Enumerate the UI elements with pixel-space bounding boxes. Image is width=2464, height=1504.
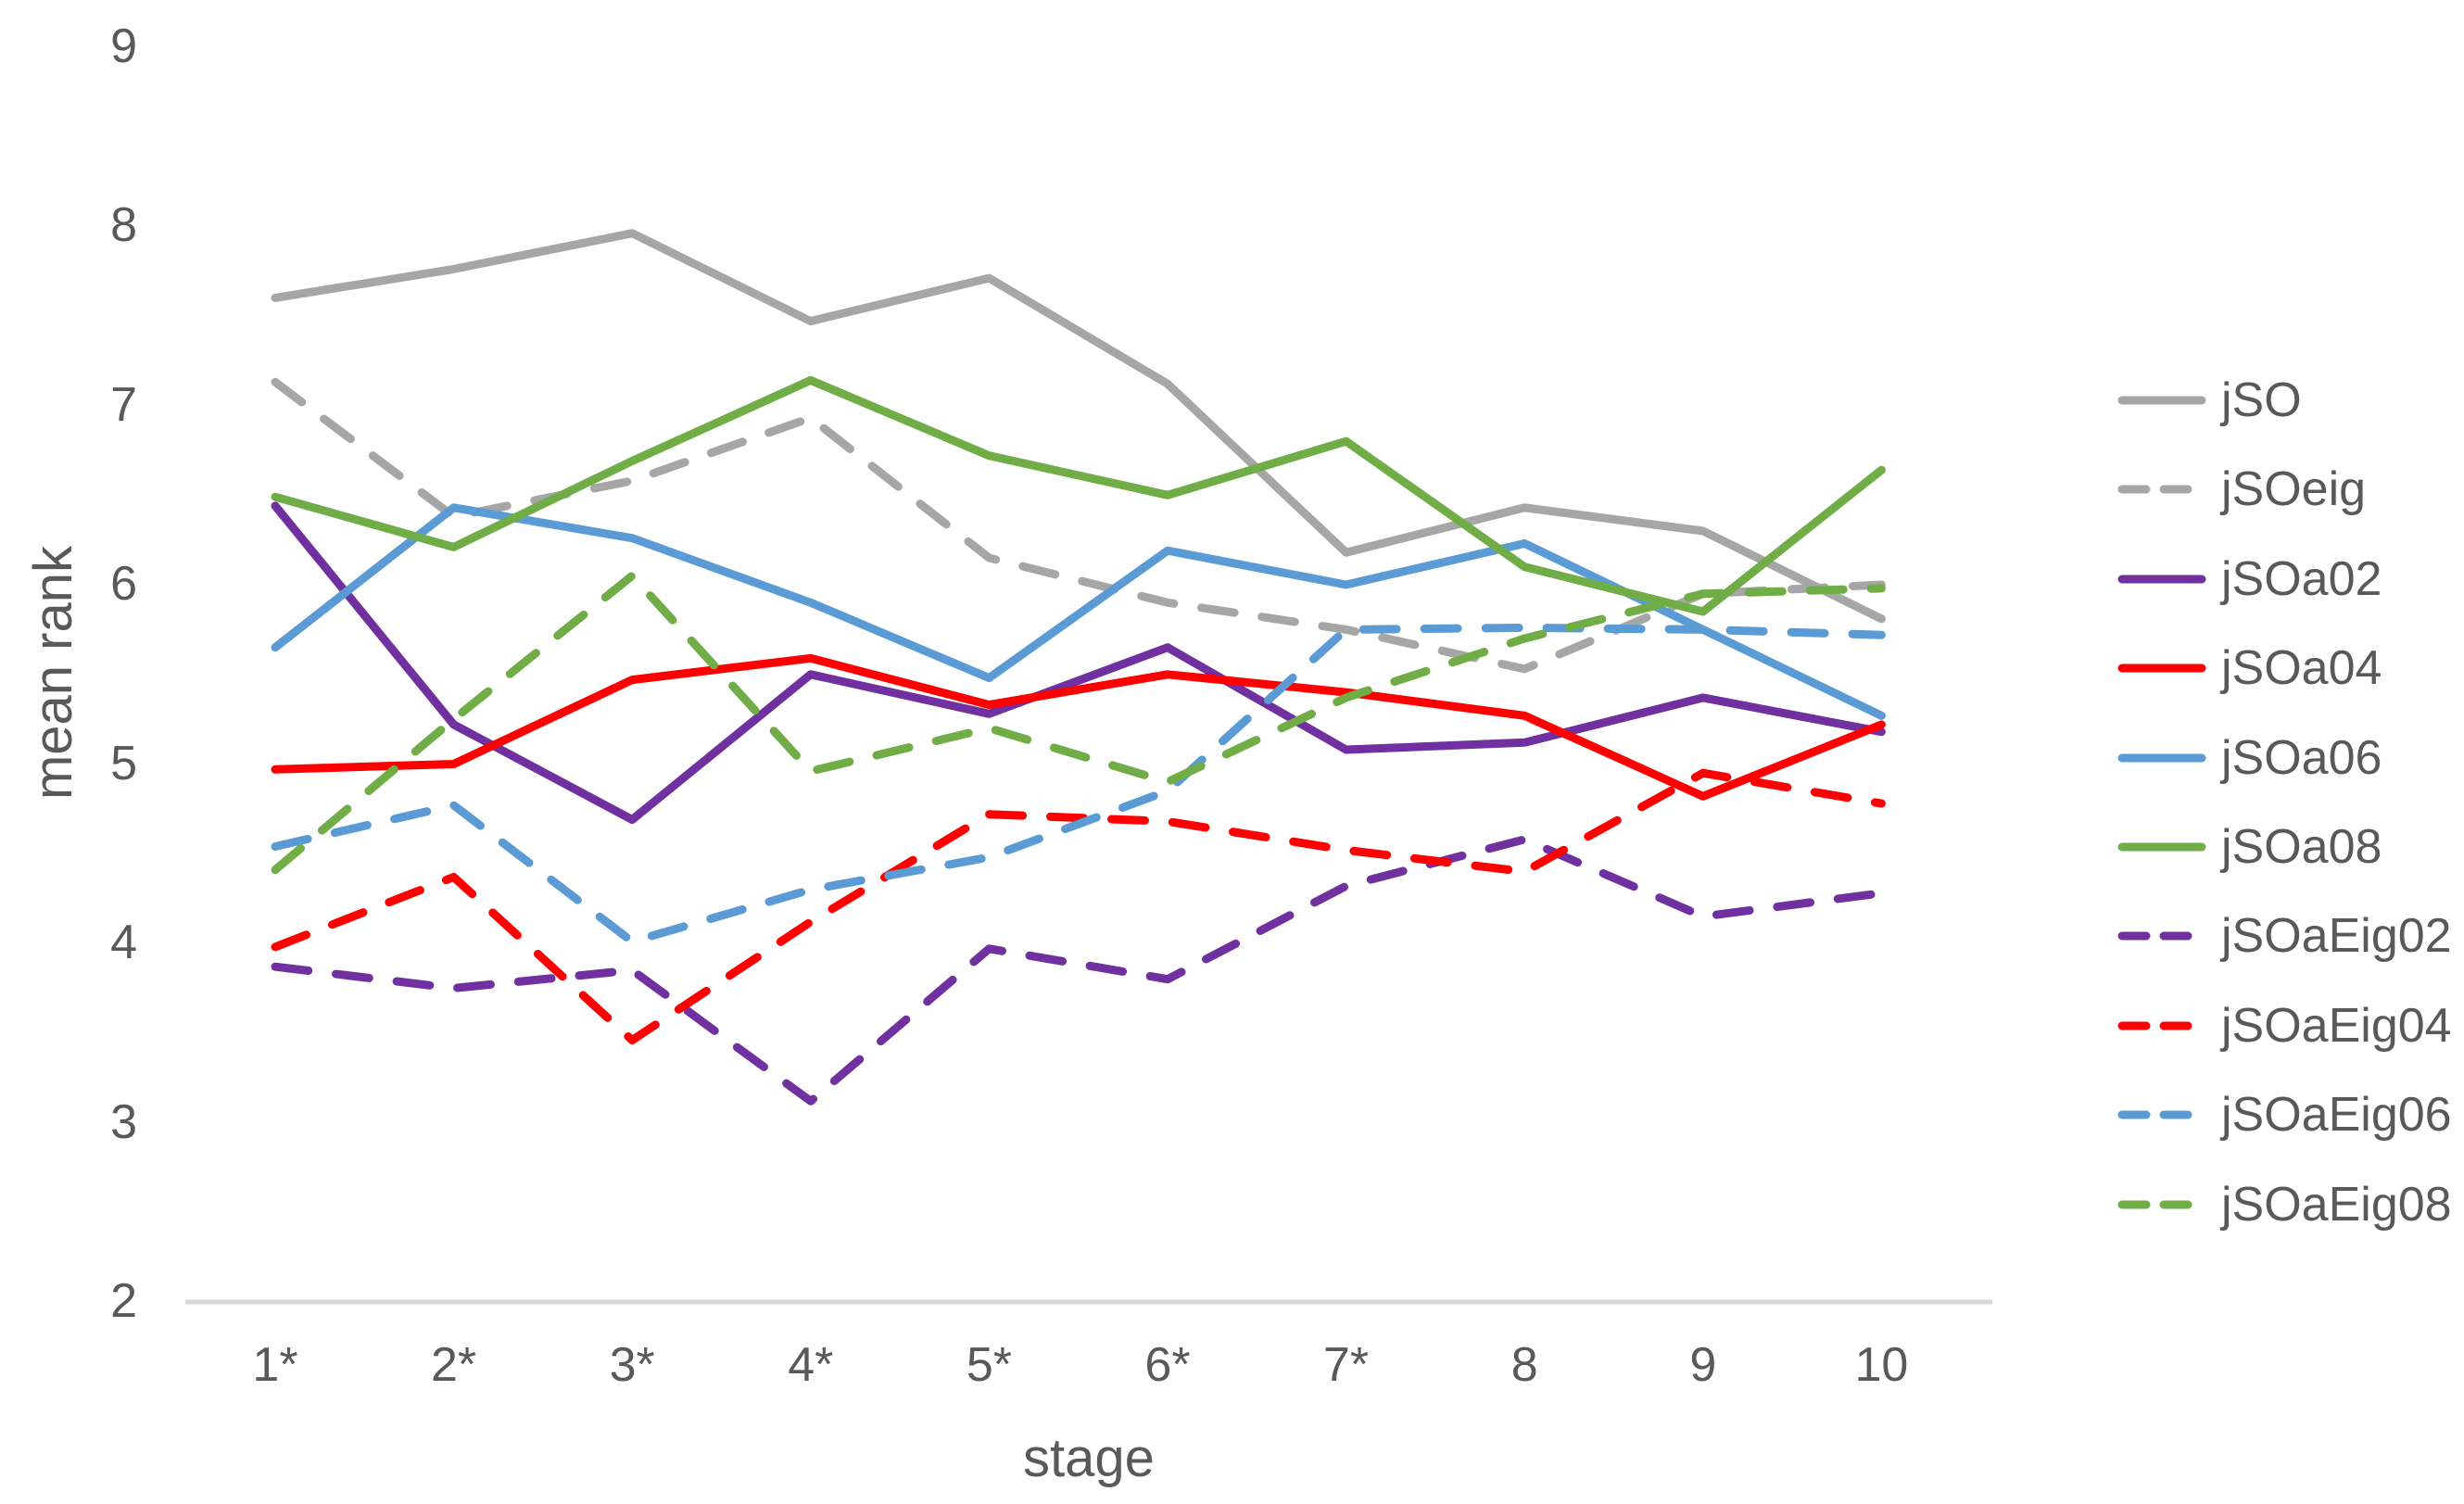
legend-line-sample (2117, 396, 2206, 405)
legend-line-sample (2117, 1200, 2206, 1209)
y-tick-label: 7 (110, 377, 137, 432)
y-tick-label: 6 (110, 557, 137, 611)
legend-item-jSOaEig02: jSOaEig02 (2117, 906, 2452, 966)
x-axis-title: stage (1023, 1428, 1155, 1488)
legend-line-sample (2117, 842, 2206, 852)
x-tick-label: 6* (1144, 1338, 1191, 1392)
legend-label: jSO (2221, 373, 2302, 427)
legend-line-sample (2117, 1110, 2206, 1119)
x-tick-label: 3* (609, 1338, 655, 1392)
legend-label: jSOa08 (2221, 820, 2382, 874)
y-axis-title: mean rank (23, 545, 83, 801)
x-tick-label: 9 (1689, 1338, 1717, 1392)
y-tick-label: 2 (110, 1274, 137, 1328)
x-tick-label: 2* (431, 1338, 477, 1392)
legend-line-sample (2117, 753, 2206, 763)
legend-item-jSOeig: jSOeig (2117, 460, 2366, 519)
legend-item-jSOaEig04: jSOaEig04 (2117, 996, 2452, 1055)
legend-item-jSOa08: jSOa08 (2117, 817, 2382, 877)
legend-label: jSOaEig06 (2221, 1088, 2452, 1143)
legend-label: jSOaEig08 (2221, 1177, 2452, 1232)
legend-line-sample (2117, 1021, 2206, 1030)
legend-label: jSOa06 (2221, 730, 2382, 785)
series-line-jSOaEig06 (271, 623, 1886, 946)
series-line-jSOa08 (271, 375, 1886, 616)
legend-line-sample (2117, 575, 2206, 584)
legend-label: jSOeig (2221, 462, 2367, 517)
x-tick-label: 4* (788, 1338, 834, 1392)
legend-label: jSOaEig04 (2221, 998, 2452, 1053)
legend-item-jSO: jSO (2117, 371, 2302, 430)
x-tick-label: 5* (966, 1338, 1012, 1392)
legend-item-jSOa06: jSOa06 (2117, 728, 2382, 788)
y-tick-label: 4 (110, 916, 137, 969)
legend-item-jSOa02: jSOa02 (2117, 550, 2382, 609)
x-tick-label: 8 (1510, 1338, 1538, 1392)
legend-label: jSOa02 (2221, 551, 2382, 606)
series-line-jSOaEig04 (271, 768, 1886, 1044)
x-tick-label: 1* (252, 1338, 298, 1392)
series-line-jSO (271, 229, 1886, 624)
legend-item-jSOa04: jSOa04 (2117, 638, 2382, 698)
legend-label: jSOaEig02 (2221, 909, 2452, 964)
legend-item-jSOaEig06: jSOaEig06 (2117, 1085, 2452, 1144)
legend-item-jSOaEig08: jSOaEig08 (2117, 1175, 2452, 1234)
legend-line-sample (2117, 664, 2206, 673)
y-tick-label: 9 (110, 19, 137, 73)
legend-line-sample (2117, 485, 2206, 494)
series-line-jSOaEig08 (271, 571, 1886, 875)
legend-line-sample (2117, 931, 2206, 941)
series-line-jSOaEig02 (271, 835, 1886, 1106)
series-line-jSOa04 (271, 653, 1886, 801)
series-line-jSOa02 (271, 501, 1886, 824)
y-tick-label: 5 (110, 736, 137, 790)
x-tick-label: 10 (1854, 1338, 1909, 1392)
x-tick-label: 7* (1323, 1338, 1370, 1392)
legend-label: jSOa04 (2221, 641, 2382, 696)
y-tick-label: 3 (110, 1094, 137, 1149)
y-tick-label: 8 (110, 198, 137, 252)
